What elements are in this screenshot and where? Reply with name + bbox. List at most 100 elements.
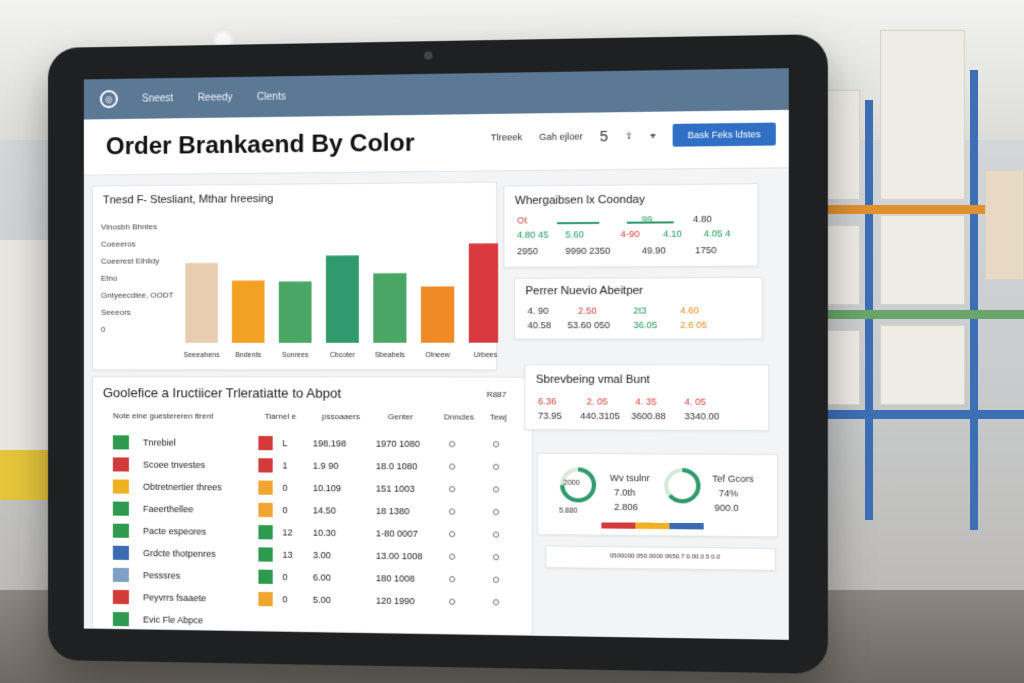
x-tick-label: Sonrees <box>282 352 309 359</box>
status-dot-icon[interactable] <box>493 599 499 605</box>
status-dot-icon[interactable] <box>493 464 499 470</box>
table-row[interactable]: Tnrebiel L 198.198 1970 1080 <box>113 431 523 455</box>
row-value: 120 1990 <box>376 596 449 607</box>
location-icon[interactable]: ⌖ <box>650 130 655 141</box>
nav-item-3[interactable]: Clents <box>257 91 286 103</box>
row-count: 13 <box>282 550 292 560</box>
table-card: Goolefice a Iructiicer Trleratiatte to A… <box>92 376 533 636</box>
kpi-value: 4. 05 <box>684 397 705 407</box>
title-bar: Order Brankaend By Color Tlreeek Gah ejl… <box>84 110 789 176</box>
kpi-title: Sbrevbeing vmal Bunt <box>536 374 650 387</box>
x-tick-label: Sbeabels <box>375 352 406 359</box>
color-swatch <box>113 524 129 538</box>
color-swatch <box>113 612 129 626</box>
col-header[interactable]: Genter <box>388 412 444 421</box>
status-dot-icon[interactable] <box>449 599 455 605</box>
table-row[interactable]: Scoee tnvestes 1 1.9 90 18.0 1080 <box>113 453 523 478</box>
row-value: 198.198 <box>313 438 376 448</box>
bar-olneew[interactable] <box>421 286 454 342</box>
status-dot-icon[interactable] <box>493 441 499 447</box>
toolbar-link[interactable]: Tlreeek <box>491 132 522 143</box>
row-name: Tnrebiel <box>143 437 176 447</box>
kpi-card-performance: Perrer Nuevio Abeitper 4. 90 2.50 2t3 4.… <box>514 277 763 340</box>
kpi-value: 9990 2350 <box>565 246 610 257</box>
color-swatch <box>258 570 272 584</box>
nav-item-1[interactable]: Sneest <box>142 93 173 105</box>
x-tick-label: Urbees <box>474 352 498 359</box>
donut-caption: 5.880 <box>559 507 578 514</box>
x-tick-label: Cbcoter <box>330 352 356 359</box>
status-dot-icon[interactable] <box>449 531 455 537</box>
kpi-value: 2. 05 <box>587 396 608 406</box>
dashboard-screen: ◎ Sneest Reeedy Clents Order Brankaend B… <box>84 68 789 640</box>
kpi-value: 36.05 <box>633 320 657 330</box>
bar-cbcoter[interactable] <box>326 255 359 342</box>
status-dot-icon[interactable] <box>449 441 455 447</box>
share-icon[interactable]: ⇪ <box>625 130 633 141</box>
row-name: Evic Fle Abpce <box>143 614 203 625</box>
color-swatch <box>113 435 129 449</box>
color-swatch <box>258 547 272 561</box>
row-value: 1970 1080 <box>376 439 449 450</box>
primary-action-button[interactable]: Bask Feks ldstes <box>673 123 776 147</box>
row-value: 14.50 <box>313 505 376 516</box>
bar-seeeahens[interactable] <box>185 263 217 343</box>
kpi-value: 53.60 050 <box>568 320 610 330</box>
status-dot-icon[interactable] <box>493 577 499 583</box>
row-name: Faeerthellee <box>143 504 193 515</box>
bar-sbeabels[interactable] <box>373 273 406 343</box>
bar-sonrees[interactable] <box>279 281 312 342</box>
status-dot-icon[interactable] <box>449 486 455 492</box>
kpi-value: 2t3 <box>633 305 646 315</box>
status-dot-icon[interactable] <box>449 554 455 560</box>
col-header[interactable]: Tewj <box>490 412 521 421</box>
page-title: Order Brankaend By Color <box>106 129 415 161</box>
yellow-bin <box>0 450 50 500</box>
kpi-title: Whergaibsen lx Coonday <box>515 194 645 208</box>
x-tick-label: Olneew <box>425 352 451 359</box>
color-swatch <box>113 479 129 493</box>
color-swatch <box>113 568 129 582</box>
bar-chart-card: Tnesd F- Stesliant, Mthar hreesing Vlnos… <box>92 182 497 371</box>
kpi-value: 2950 <box>517 246 538 256</box>
bar-bndents[interactable] <box>232 280 265 342</box>
kpi-card-service: Sbrevbeing vmal Bunt 6.36 2. 05 4. 35 4.… <box>524 364 769 431</box>
camera-dot <box>424 51 432 59</box>
row-value: 3.00 <box>313 550 376 561</box>
status-dot-icon[interactable] <box>493 486 499 492</box>
kpi-title: Perrer Nuevio Abeitper <box>525 285 643 298</box>
nav-item-2[interactable]: Reeedy <box>198 92 233 104</box>
x-tick-label: Bndents <box>235 352 262 359</box>
table-badge: R887 <box>486 390 506 399</box>
row-count: 0 <box>282 594 287 604</box>
kpi-value: 3340.00 <box>684 411 719 422</box>
row-name: Pacte espeores <box>143 526 206 537</box>
col-header[interactable]: pssoaaers <box>322 412 388 421</box>
row-name: Grdcte thotpenres <box>143 548 216 559</box>
row-value: 18 1380 <box>376 506 449 517</box>
row-value: 151 1003 <box>376 483 449 494</box>
kpi-value: 4. 90 <box>527 306 548 316</box>
col-header[interactable]: Tiarnel e <box>265 412 322 421</box>
donut-label: Wv tsulnr <box>610 473 650 484</box>
status-dot-icon[interactable] <box>493 531 499 537</box>
toolbar-link[interactable]: Gah ejloer <box>539 131 583 142</box>
status-dot-icon[interactable] <box>449 576 455 582</box>
globe-icon[interactable]: ◎ <box>100 90 118 108</box>
progress-lines <box>557 220 738 225</box>
donut-label: 7.0th <box>614 487 635 498</box>
kpi-value: 4-90 <box>620 229 639 239</box>
status-dot-icon[interactable] <box>449 509 455 515</box>
status-dot-icon[interactable] <box>449 464 455 470</box>
tablet-device: ◎ Sneest Reeedy Clents Order Brankaend B… <box>48 34 828 674</box>
row-value: 180 1008 <box>376 573 449 584</box>
table-row[interactable]: Evic Fle Abpce <box>113 608 523 637</box>
kpi-value: 6.36 <box>538 396 556 406</box>
status-dot-icon[interactable] <box>493 554 499 560</box>
x-tick-label: Seeeahens <box>184 352 220 359</box>
notification-count[interactable]: 5 <box>600 128 608 145</box>
col-header[interactable]: Note eine guestereren ttrent <box>113 411 265 421</box>
bar-urbees[interactable] <box>469 243 498 342</box>
status-dot-icon[interactable] <box>493 509 499 515</box>
col-header[interactable]: Dnncles <box>444 412 490 421</box>
